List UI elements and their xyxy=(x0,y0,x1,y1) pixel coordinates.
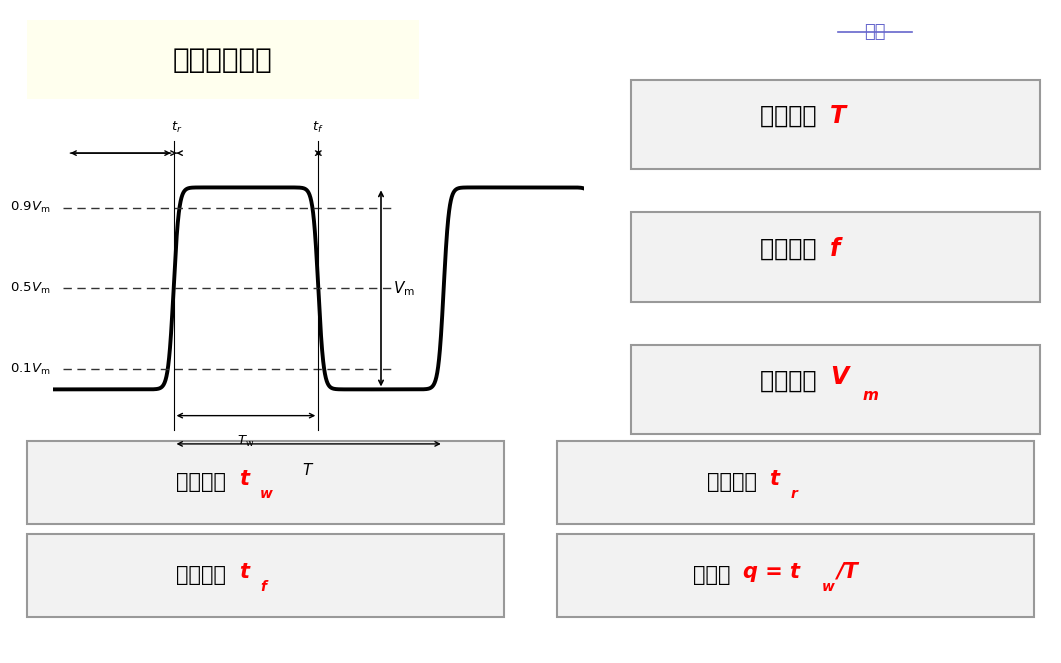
Text: $t_f$: $t_f$ xyxy=(313,120,324,135)
Text: t: t xyxy=(769,469,779,489)
FancyBboxPatch shape xyxy=(631,345,1040,434)
FancyBboxPatch shape xyxy=(631,212,1040,302)
Text: 脉冲幅度: 脉冲幅度 xyxy=(760,369,825,393)
Text: 占空比: 占空比 xyxy=(693,565,737,585)
FancyBboxPatch shape xyxy=(557,441,1034,524)
Text: $V_{\rm m}$: $V_{\rm m}$ xyxy=(393,279,415,298)
FancyBboxPatch shape xyxy=(631,80,1040,169)
Text: 返回: 返回 xyxy=(865,23,886,41)
Text: t: t xyxy=(239,562,248,582)
Text: T: T xyxy=(830,104,847,128)
Text: 上升时间: 上升时间 xyxy=(707,472,764,493)
Text: 脉冲宽度: 脉冲宽度 xyxy=(176,472,233,493)
Text: f: f xyxy=(830,237,840,261)
Text: t: t xyxy=(239,469,248,489)
Text: $0.1V_{\rm m}$: $0.1V_{\rm m}$ xyxy=(11,361,51,377)
Text: 下降时间: 下降时间 xyxy=(176,565,233,585)
Text: 脉冲周期: 脉冲周期 xyxy=(760,104,825,128)
Text: f: f xyxy=(260,580,266,594)
Text: $T$: $T$ xyxy=(302,462,315,478)
Text: $0.5V_{\rm m}$: $0.5V_{\rm m}$ xyxy=(11,281,51,296)
Text: r: r xyxy=(790,487,797,501)
Text: $0.9V_{\rm m}$: $0.9V_{\rm m}$ xyxy=(11,200,51,215)
FancyBboxPatch shape xyxy=(27,534,504,617)
Text: V: V xyxy=(830,365,849,389)
Text: m: m xyxy=(862,389,877,403)
Text: 脉冲频率: 脉冲频率 xyxy=(760,237,825,261)
Text: q = t: q = t xyxy=(743,562,800,582)
Text: 实际的矩形波: 实际的矩形波 xyxy=(173,46,273,74)
FancyBboxPatch shape xyxy=(27,441,504,524)
FancyBboxPatch shape xyxy=(27,20,419,99)
FancyBboxPatch shape xyxy=(557,534,1034,617)
Text: w: w xyxy=(822,580,835,594)
Text: /T: /T xyxy=(836,562,858,582)
Text: $t_r$: $t_r$ xyxy=(171,120,182,135)
Text: w: w xyxy=(260,487,273,501)
Text: $T_{\rm w}$: $T_{\rm w}$ xyxy=(238,434,255,449)
